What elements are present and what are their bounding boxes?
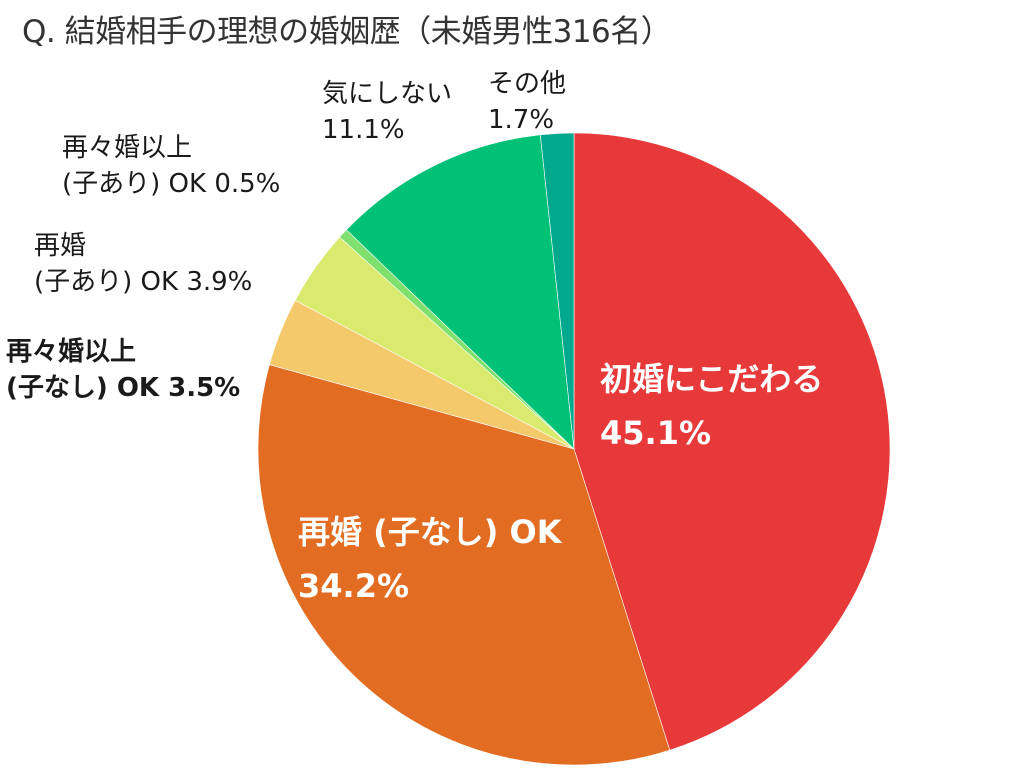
pie-slice bbox=[573, 132, 891, 751]
pie-slices bbox=[257, 132, 891, 766]
label-text: 再々婚以上 bbox=[6, 337, 137, 367]
label-dont-care: 気にしない 11.1% bbox=[322, 76, 452, 148]
pie-slice bbox=[257, 364, 671, 766]
label-multi-remarriage-kids: 再々婚以上 (子あり) OK 0.5% bbox=[62, 130, 280, 202]
label-value: 45.1% bbox=[600, 414, 712, 452]
label-text: 再婚 bbox=[34, 231, 87, 261]
label-multi-remarriage-nokids: 再々婚以上 (子なし) OK 3.5% bbox=[6, 334, 240, 406]
pie-slice bbox=[345, 134, 575, 450]
label-first-marriage: 初婚にこだわる 45.1% bbox=[600, 352, 823, 460]
label-value: (子なし) OK 3.5% bbox=[6, 373, 241, 403]
chart-title: Q. 結婚相手の理想の婚姻歴（未婚男性316名） bbox=[22, 14, 672, 50]
label-text: その他 bbox=[488, 69, 567, 99]
label-value: 1.7% bbox=[488, 105, 555, 135]
label-remarriage-nokids: 再婚 (子なし) OK 34.2% bbox=[298, 505, 562, 613]
label-value: (子あり) OK 0.5% bbox=[62, 169, 281, 199]
label-value: (子あり) OK 3.9% bbox=[34, 267, 253, 297]
label-text: 気にしない bbox=[322, 79, 453, 109]
label-value: 11.1% bbox=[322, 115, 405, 145]
label-other: その他 1.7% bbox=[488, 66, 566, 138]
label-text: 再々婚以上 bbox=[62, 133, 193, 163]
label-remarriage-kids: 再婚 (子あり) OK 3.9% bbox=[34, 228, 252, 300]
label-text: 再婚 (子なし) OK bbox=[298, 513, 562, 551]
label-text: 初婚にこだわる bbox=[600, 360, 824, 398]
pie-slice bbox=[539, 132, 575, 450]
label-value: 34.2% bbox=[298, 567, 410, 605]
